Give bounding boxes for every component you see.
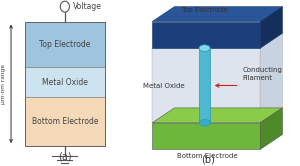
Circle shape bbox=[60, 1, 69, 12]
Text: Voltage: Voltage bbox=[73, 2, 101, 11]
Ellipse shape bbox=[199, 45, 210, 51]
Polygon shape bbox=[152, 123, 260, 149]
Text: Metal Oxide: Metal Oxide bbox=[42, 78, 88, 87]
Polygon shape bbox=[260, 108, 283, 149]
Polygon shape bbox=[152, 33, 283, 48]
Text: μm-nm range: μm-nm range bbox=[1, 64, 6, 104]
Polygon shape bbox=[152, 48, 260, 123]
Polygon shape bbox=[152, 108, 283, 123]
Polygon shape bbox=[152, 7, 283, 22]
Polygon shape bbox=[199, 48, 210, 123]
Text: Bottom Electrode: Bottom Electrode bbox=[178, 153, 238, 159]
Text: (b): (b) bbox=[201, 154, 215, 164]
Polygon shape bbox=[260, 7, 283, 48]
Text: Conducting
Filament: Conducting Filament bbox=[243, 67, 283, 81]
Text: Top Electrode: Top Electrode bbox=[39, 40, 91, 49]
Bar bbox=[25, 22, 105, 146]
Text: Metal Oxide: Metal Oxide bbox=[142, 83, 184, 89]
Bar bbox=[25, 97, 105, 146]
Text: Bottom Electrode: Bottom Electrode bbox=[32, 117, 98, 126]
Bar bbox=[25, 22, 105, 67]
Bar bbox=[25, 67, 105, 97]
Polygon shape bbox=[260, 33, 283, 123]
Ellipse shape bbox=[199, 120, 210, 126]
Polygon shape bbox=[152, 22, 260, 48]
Text: (a): (a) bbox=[58, 151, 72, 161]
Text: Top Electrode: Top Electrode bbox=[181, 7, 228, 13]
